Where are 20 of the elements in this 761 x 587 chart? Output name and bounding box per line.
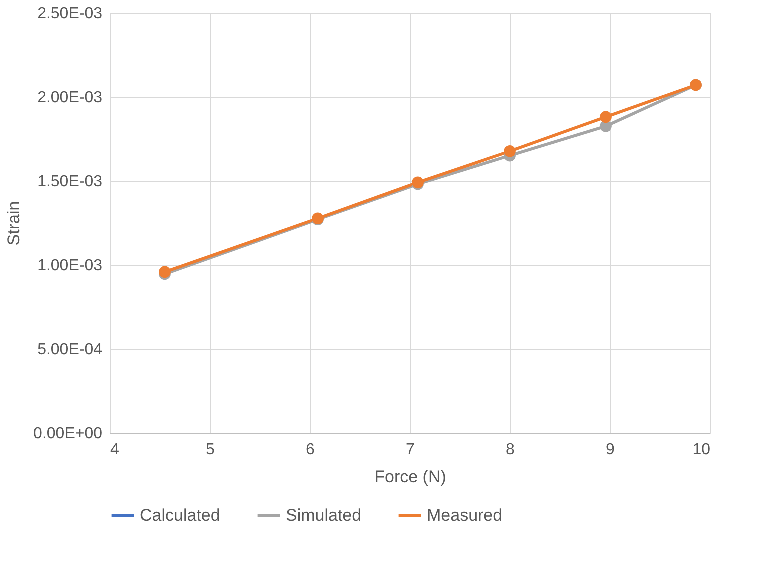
y-tick-label: 1.00E-03 — [38, 258, 103, 274]
x-tick-label: 9 — [606, 442, 616, 458]
x-tick-label: 8 — [506, 442, 516, 458]
legend-label: Simulated — [286, 506, 362, 525]
y-tick-label: 1.50E-03 — [38, 174, 103, 190]
y-axis-title: Strain — [4, 201, 24, 246]
x-axis-title: Force (N) — [374, 468, 446, 486]
legend-label: Calculated — [140, 506, 220, 525]
x-tick-label: 10 — [692, 442, 711, 458]
x-tick-label: 6 — [306, 442, 316, 458]
y-tick-label: 2.00E-03 — [38, 90, 103, 106]
x-tick-label: 5 — [206, 442, 216, 458]
point — [504, 146, 516, 158]
point — [600, 111, 612, 124]
y-tick-label: 0.00E+00 — [34, 426, 103, 442]
y-tick-label: 5.00E-04 — [38, 342, 103, 358]
legend-label: Measured — [427, 506, 503, 525]
y-tick-label: 2.50E-03 — [38, 6, 103, 22]
x-tick-label: 4 — [110, 442, 120, 458]
x-tick-label: 7 — [406, 442, 416, 458]
